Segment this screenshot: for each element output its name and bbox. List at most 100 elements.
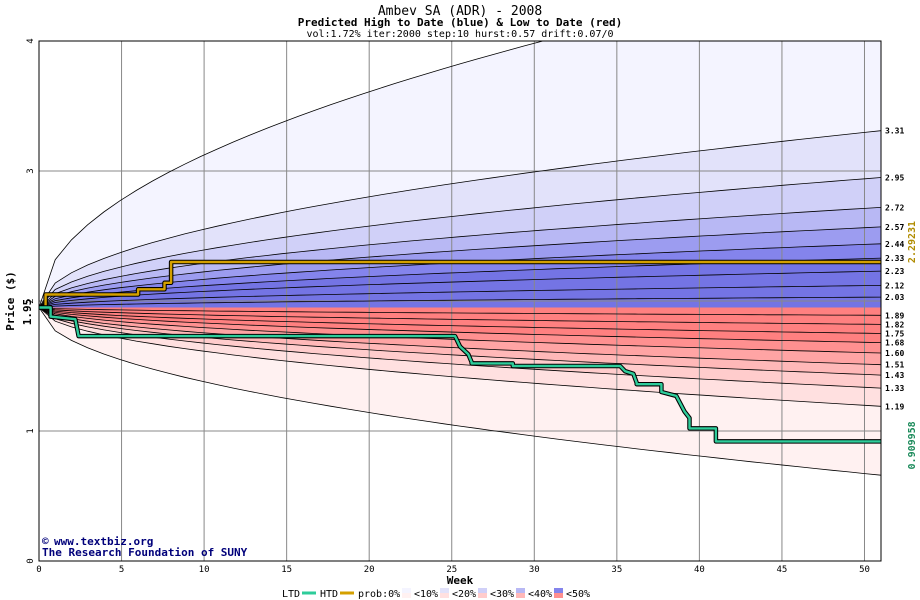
y-axis-ticks: 0 1 2 3 4 [26, 38, 36, 563]
legend-swatch [402, 593, 411, 598]
lower-band [39, 307, 881, 376]
bound-line [39, 207, 881, 308]
bound-lines [39, 41, 881, 476]
legend-swatch [440, 593, 449, 598]
x-tick-label: 10 [199, 565, 210, 575]
bound-line [39, 307, 881, 316]
x-tick-label: 50 [859, 565, 870, 575]
x-axis-label: Week [447, 574, 474, 587]
end-value-label: 2.44 [885, 240, 904, 249]
legend-swatch [554, 588, 563, 593]
end-value-label: 2.03 [885, 293, 904, 302]
legend-label: <20% [452, 589, 476, 600]
lower-band [39, 307, 881, 476]
legend-swatch [554, 593, 563, 598]
end-value-label: 1.68 [885, 339, 904, 348]
lower-band [39, 307, 881, 389]
x-tick-label: 5 [119, 565, 124, 575]
legend-label: prob:0% [358, 589, 400, 600]
end-value-label: 2.57 [885, 223, 904, 232]
end-value-label: 3.31 [885, 127, 904, 136]
htd-end-value: 2.29231 [907, 221, 918, 263]
upper-band [39, 130, 881, 308]
lower-band [39, 307, 881, 353]
legend-label: <40% [528, 589, 552, 600]
lower-band [39, 307, 881, 334]
end-value-label: 1.89 [885, 311, 904, 320]
upper-band [39, 41, 881, 308]
bound-line [39, 177, 881, 308]
end-value-label: 1.33 [885, 384, 904, 393]
htd-line [39, 260, 881, 309]
plot-frame [38, 40, 882, 562]
legend-swatch [440, 588, 449, 593]
bound-line [39, 41, 545, 308]
chart-subtitle: Predicted High to Date (blue) & Low to D… [298, 16, 623, 29]
bound-line [39, 226, 881, 308]
x-tick-label: 45 [777, 565, 788, 575]
bound-line [39, 307, 881, 407]
upper-band [39, 258, 881, 308]
x-tick-label: 35 [611, 565, 622, 575]
bound-line [39, 307, 881, 334]
legend-swatch [516, 593, 525, 598]
upper-band [39, 207, 881, 308]
end-value-label: 2.95 [885, 174, 904, 183]
legend-swatch [516, 588, 525, 593]
lower-band [39, 307, 881, 407]
series-lines [39, 259, 881, 444]
credit-url: www.textbiz.org [54, 535, 153, 548]
lower-band [39, 307, 881, 316]
legend-label: <50% [566, 589, 590, 600]
legend-label: <30% [490, 589, 514, 600]
x-tick-label: 20 [364, 565, 375, 575]
bound-line [39, 307, 881, 325]
end-value-label: 2.33 [885, 254, 904, 263]
bound-line [39, 130, 881, 308]
start-price-label: 1.95 [21, 299, 34, 326]
legend-label: LTD [282, 589, 300, 600]
upper-band [39, 297, 881, 308]
ltd-line [39, 306, 881, 443]
bound-line [39, 307, 881, 476]
legend-swatch [402, 588, 411, 593]
end-value-labels: 3.31 2.95 2.72 2.57 2.44 2.33 2.23 2.12 2.03 1.89… [885, 127, 904, 412]
end-value-label: 1.51 [885, 361, 904, 370]
lower-band [39, 307, 881, 343]
legend-swatch [478, 593, 487, 598]
end-value-label: 1.19 [885, 402, 904, 411]
credit-org: The Research Foundation of SUNY [42, 546, 248, 559]
y-tick-label: 4 [26, 38, 36, 43]
bound-line [39, 307, 881, 354]
legend-swatch [478, 588, 487, 593]
legend: LTD HTD prob:0% <10% <20% <30% <40% <50% [282, 588, 590, 600]
y-tick-label: 1 [26, 428, 36, 433]
end-value-label: 1.82 [885, 320, 904, 329]
lower-band [39, 307, 881, 365]
x-tick-label: 30 [529, 565, 540, 575]
bound-line [39, 270, 881, 308]
credit-block: © www.textbiz.org The Research Foundatio… [42, 535, 248, 559]
copyright-icon: © [42, 535, 49, 548]
y-tick-label: 3 [26, 168, 36, 173]
end-value-label: 2.12 [885, 281, 904, 290]
y-tick-label: 0 [26, 558, 36, 563]
y-tick-label: 2 [26, 298, 36, 303]
bound-line [39, 307, 881, 343]
bound-line [39, 285, 881, 308]
probability-bands [39, 41, 881, 476]
end-value-label: 1.75 [885, 330, 904, 339]
ltd-end-value: 0.909958 [907, 421, 918, 469]
x-axis-ticks: 0 5 10 15 20 25 30 35 40 45 50 [36, 565, 870, 575]
y-axis-label: Price ($) [4, 271, 17, 331]
end-value-label: 1.60 [885, 349, 904, 358]
x-tick-label: 40 [694, 565, 705, 575]
bound-line [39, 307, 881, 389]
end-value-label: 1.43 [885, 371, 904, 380]
x-tick-label: 0 [36, 565, 41, 575]
end-value-label: 2.23 [885, 267, 904, 276]
x-tick-label: 15 [281, 565, 292, 575]
chart-params: vol:1.72% iter:2000 step:10 hurst:0.57 d… [306, 29, 613, 40]
upper-band [39, 271, 881, 308]
